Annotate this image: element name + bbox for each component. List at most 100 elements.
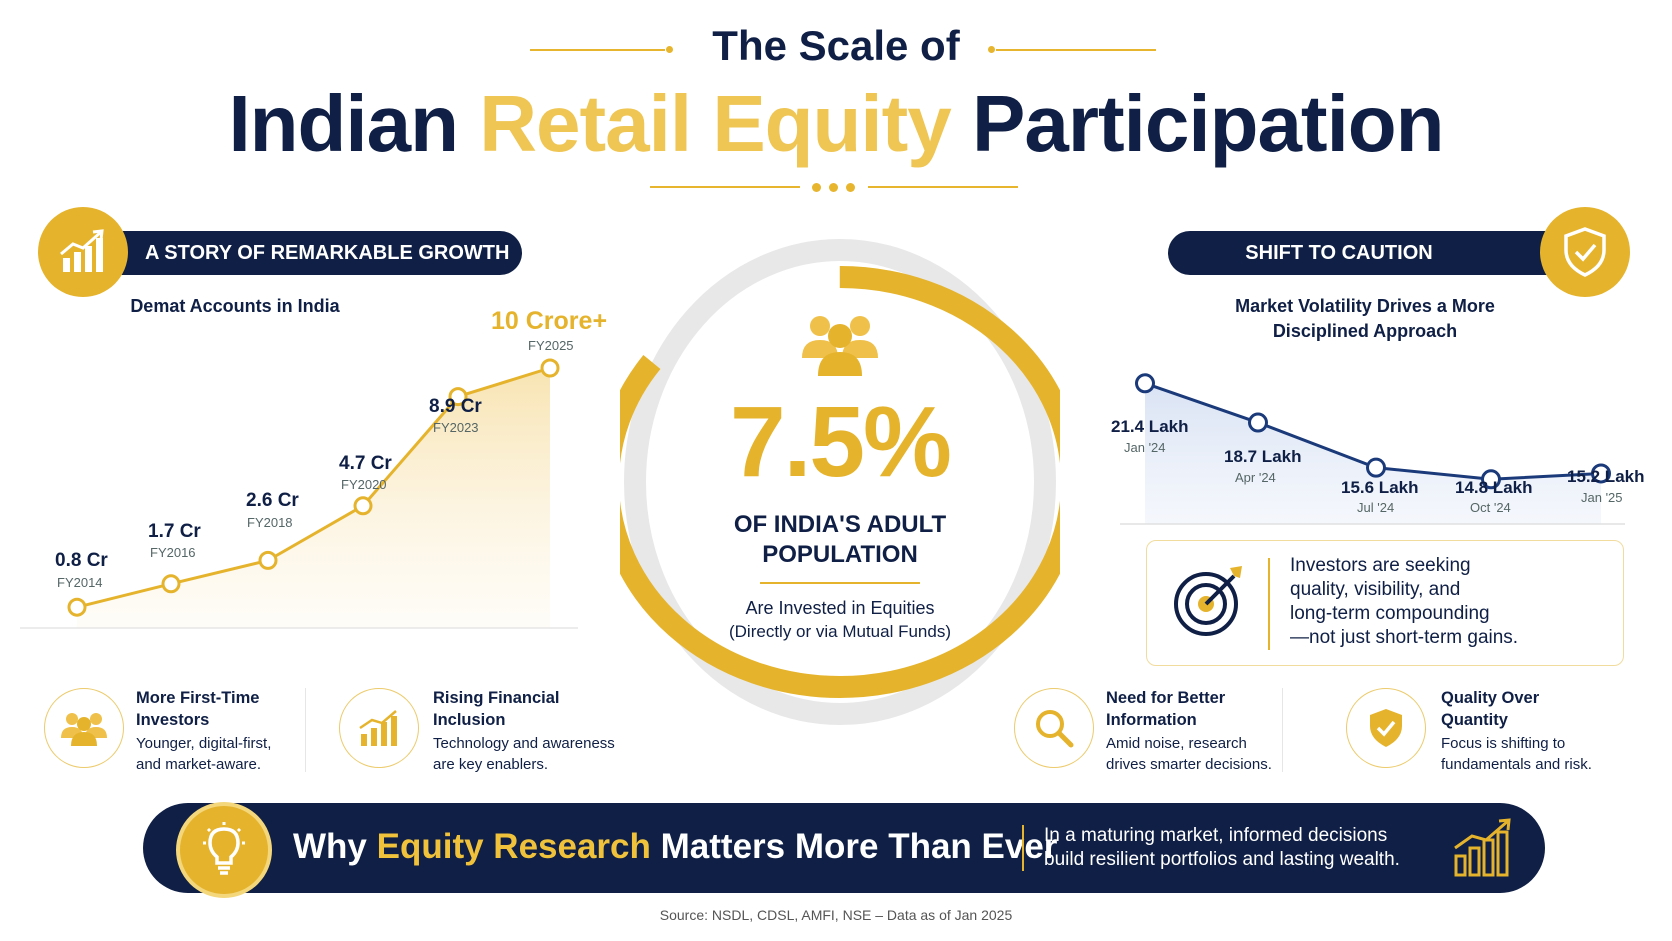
volatility-value-label-4: 15.2 Lakh [1567,467,1645,486]
demat-category-label-5: FY2025 [528,338,574,353]
magnifier-icon [1036,710,1074,748]
caution-chart-title: Market Volatility Drives a More Discipli… [1175,294,1555,344]
shield-check-icon [1370,709,1402,747]
feature-4-desc-line2: fundamentals and risk. [1441,756,1592,773]
volatility-value-label-0: 21.4 Lakh [1111,417,1189,436]
caution-badge [1540,207,1630,297]
insight-line-2: quality, visibility, and [1290,579,1461,600]
demat-series-line [76,366,551,609]
demat-value-label-5: 10 Crore+ [491,307,608,335]
insight-divider [1268,558,1270,650]
insight-line-1: Investors are seeking [1290,555,1471,576]
demat-category-label-4: FY2023 [433,420,479,435]
feature-3-desc-line2: drives smarter decisions. [1106,756,1272,773]
growth-chart-icon [60,229,104,272]
ring-divider [760,582,920,584]
title-dot-3 [846,183,855,192]
feature-2-desc-line2: are key enablers. [433,756,549,773]
feature-4-circle [1346,688,1426,768]
banner-title-part1: Why [293,827,367,866]
demat-category-label-2: FY2018 [247,515,293,530]
demat-value-label-0: 0.8 Cr [55,550,108,571]
demat-value-label-1: 1.7 Cr [148,521,201,542]
participation-subtext-2: (Directly or via Mutual Funds) [728,622,951,641]
growth-chart-title: Demat Accounts in India [130,296,340,316]
feature-1-desc-line2: and market-aware. [136,756,262,773]
banner-text-line1: In a maturing market, informed decisions [1044,825,1388,846]
participation-caption: OF INDIA'S ADULT POPULATION [690,510,990,570]
volatility-point-4 [1591,463,1611,484]
title-dot-2 [829,183,838,192]
header-dot-left [666,46,673,53]
people-icon [61,713,107,746]
bottom-banner [143,803,1545,893]
page-title: Indian Retail Equity Participation [0,78,1672,170]
growth-pill-label: A STORY OF REMARKABLE GROWTH [145,241,510,264]
feature-2-title-line2: Inclusion [433,711,506,729]
header-dot-right [988,46,995,53]
volatility-category-label-2: Jul '24 [1357,500,1395,515]
header-rule-left [530,49,665,51]
feature-4-title-line2: Quantity [1441,711,1508,729]
banner-title: Why Equity Research Matters More Than Ev… [293,827,1057,867]
volatility-value-label-1: 18.7 Lakh [1224,447,1302,466]
shield-check-icon [1564,227,1606,277]
demat-category-label-1: FY2016 [150,545,196,560]
volatility-category-label-1: Apr '24 [1235,470,1276,485]
target-icon [1174,566,1242,636]
volatility-value-label-2: 15.6 Lakh [1341,478,1419,497]
feature-1-title-line1: More First-Time [136,689,260,707]
banner-text: In a maturing market, informed decisions… [1044,824,1400,872]
caution-pill: SHIFT TO CAUTION [1168,231,1580,275]
banner-divider [1022,825,1024,871]
feature-4-desc: Focus is shifting to fundamentals and ri… [1441,733,1592,775]
feature-3-circle [1014,688,1094,768]
volatility-point-3 [1481,469,1501,490]
feature-2-title-line1: Rising Financial [433,689,560,707]
banner-title-highlight: Equity Research [376,827,651,866]
participation-caption-line2: POPULATION [762,541,918,568]
feature-1-title-line2: Investors [136,711,210,729]
banner-text-line2: build resilient portfolios and lasting w… [1044,849,1400,870]
volatility-value-label-3: 14.8 Lakh [1455,478,1533,497]
people-group-icon [802,316,878,376]
caution-chart-title-line1: Market Volatility Drives a More [1235,296,1495,316]
title-part1: Indian [228,79,459,168]
title-highlight: Retail Equity [479,79,952,168]
title-part2: Participation [972,79,1445,168]
feature-1-desc-line1: Younger, digital-first, [136,735,272,752]
feature-2-title: Rising Financial Inclusion [433,687,560,731]
title-rule-left [650,186,800,188]
volatility-category-label-4: Jan '25 [1581,490,1623,505]
feature-divider-1 [305,688,306,772]
feature-1-title: More First-Time Investors [136,687,259,731]
demat-point-3 [353,496,373,516]
volatility-category-label-3: Oct '24 [1470,500,1511,515]
source-note: Source: NSDL, CDSL, AMFI, NSE – Data as … [659,907,1013,923]
participation-subtext-1: Are Invested in Equities [745,598,935,618]
feature-3-title-line1: Need for Better [1106,689,1226,707]
volatility-point-2 [1366,457,1386,478]
volatility-area-fill [1145,383,1601,524]
feature-3-title-line2: Information [1106,711,1197,729]
banner-badge [176,802,272,898]
insight-box [1146,540,1624,666]
participation-ring [620,239,1060,725]
feature-4-desc-line1: Focus is shifting to [1441,735,1566,752]
participation-caption-line1: OF INDIA'S ADULT [733,511,947,538]
feature-4-title-line1: Quality Over [1441,689,1540,707]
feature-4-title: Quality Over Quantity [1441,687,1539,731]
caution-pill-label: SHIFT TO CAUTION [1245,241,1433,264]
volatility-category-label-0: Jan '24 [1124,440,1166,455]
growth-pill: A STORY OF REMARKABLE GROWTH [90,231,522,275]
header-rule-right [996,49,1156,51]
banner-title-part2: Matters More Than Ever [660,827,1058,866]
demat-value-label-2: 2.6 Cr [246,490,299,511]
demat-point-4 [448,387,468,407]
feature-1-circle [44,688,124,768]
feature-2-desc: Technology and awareness are key enabler… [433,733,615,775]
demat-point-1 [161,574,181,594]
insight-line-4: —not just short-term gains. [1290,627,1519,648]
